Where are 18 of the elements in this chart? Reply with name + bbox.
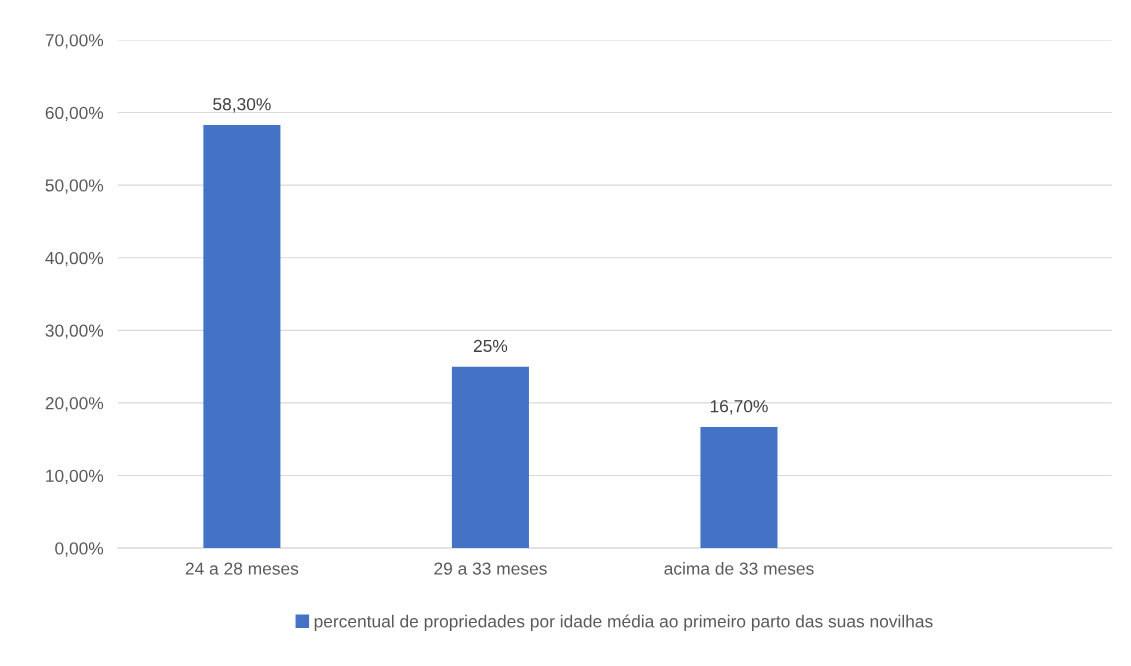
y-tick-label: 20,00% bbox=[45, 397, 104, 412]
y-tick-label: 70,00% bbox=[45, 34, 104, 49]
y-tick-label: 60,00% bbox=[45, 106, 104, 122]
x-tick-label: 24 a 28 meses bbox=[185, 562, 299, 575]
y-tick-label: 40,00% bbox=[45, 251, 104, 267]
data-label: 16,70% bbox=[710, 400, 768, 415]
y-tick-label: 50,00% bbox=[45, 179, 104, 194]
bar bbox=[700, 426, 778, 549]
x-tick-label: acima de 33 meses bbox=[664, 562, 814, 575]
legend-label: percentual de propriedades por idade média ao primeiro parto das suas novilhas bbox=[314, 614, 933, 631]
y-tick-label: 0,00% bbox=[55, 542, 104, 557]
x-tick-label: 29 a 33 meses bbox=[434, 562, 547, 575]
y-tick-label: 10,00% bbox=[46, 469, 104, 485]
bar bbox=[203, 124, 281, 549]
data-label: 25% bbox=[473, 339, 508, 353]
bar bbox=[451, 366, 529, 549]
y-tick-label: 30,00% bbox=[45, 324, 104, 339]
data-label: 58,30% bbox=[213, 98, 271, 113]
